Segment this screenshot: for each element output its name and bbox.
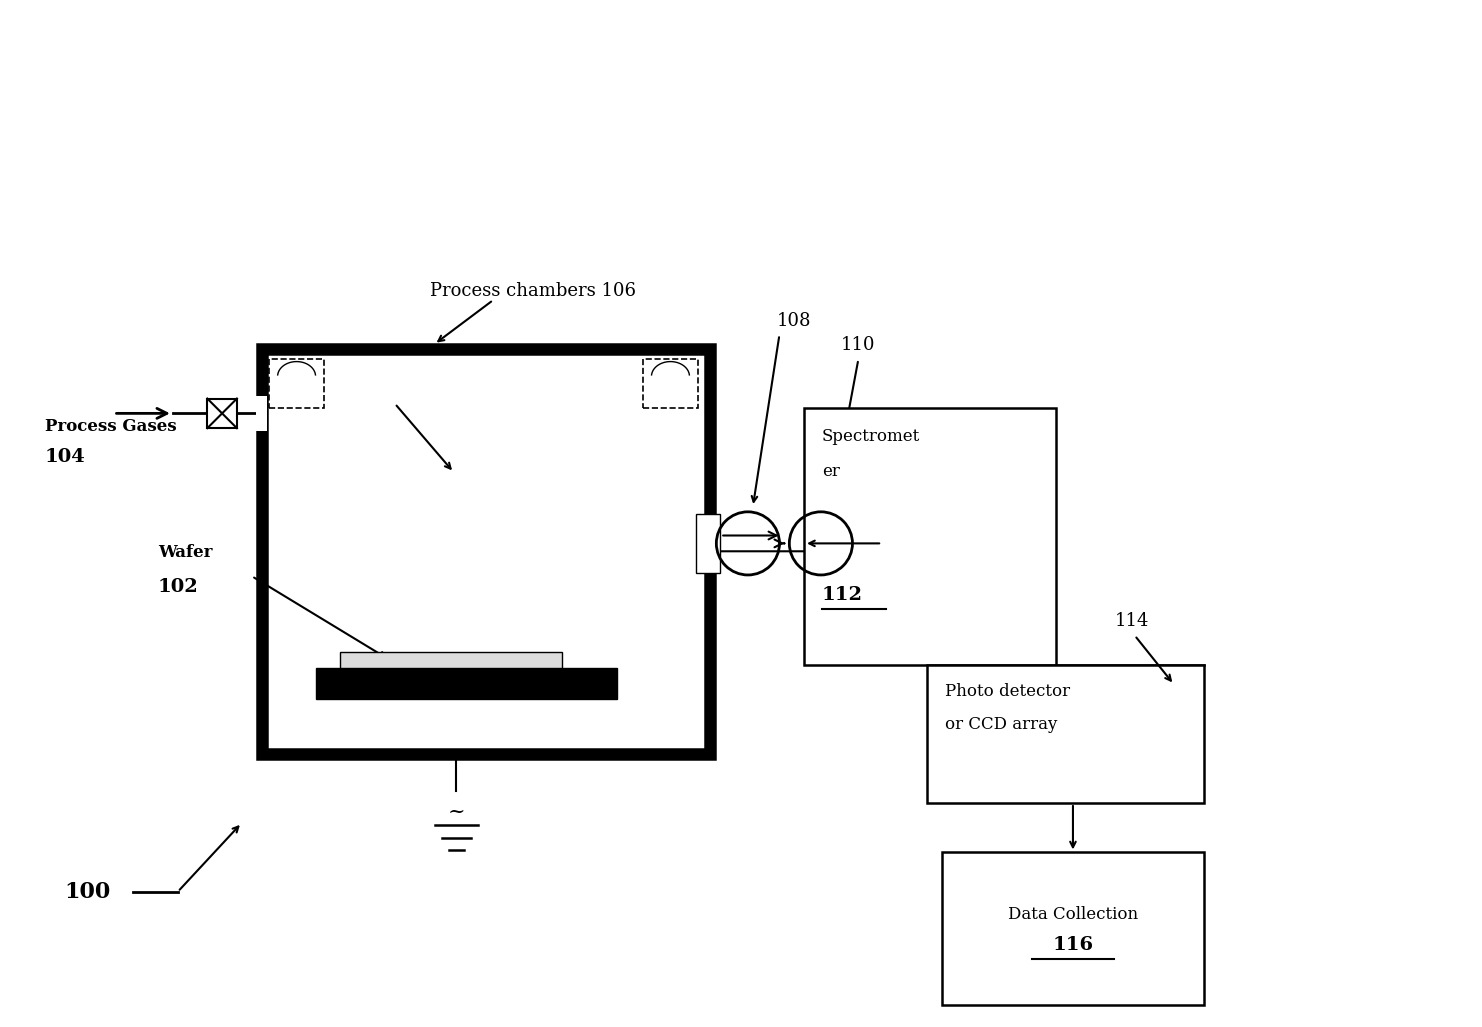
Text: 114: 114 — [1114, 612, 1149, 631]
Text: Process chambers 106: Process chambers 106 — [430, 282, 636, 300]
Bar — [643, 359, 698, 409]
Text: Process Gases: Process Gases — [44, 418, 176, 435]
Text: 100: 100 — [64, 881, 111, 903]
Text: er: er — [823, 463, 840, 480]
Text: 116: 116 — [1052, 936, 1094, 954]
Bar — [928, 664, 1203, 803]
Bar — [695, 514, 720, 573]
Text: Photo detector: Photo detector — [946, 683, 1070, 699]
Text: 110: 110 — [842, 336, 876, 354]
Text: 104: 104 — [44, 448, 86, 466]
Bar — [261, 349, 710, 754]
Bar — [805, 409, 1055, 664]
Text: Data Collection: Data Collection — [1008, 906, 1138, 922]
Bar — [341, 652, 563, 668]
Text: Wafer: Wafer — [159, 544, 212, 562]
Bar — [207, 398, 237, 428]
Bar — [256, 396, 267, 430]
Bar — [943, 852, 1203, 1005]
Text: 108: 108 — [777, 311, 812, 330]
Text: or CCD array: or CCD array — [946, 716, 1058, 733]
Text: ~: ~ — [448, 803, 465, 822]
Text: 112: 112 — [823, 585, 863, 604]
Bar — [316, 668, 617, 699]
Text: 102: 102 — [159, 578, 199, 596]
Text: Spectromet: Spectromet — [823, 428, 920, 445]
Bar — [270, 359, 323, 409]
